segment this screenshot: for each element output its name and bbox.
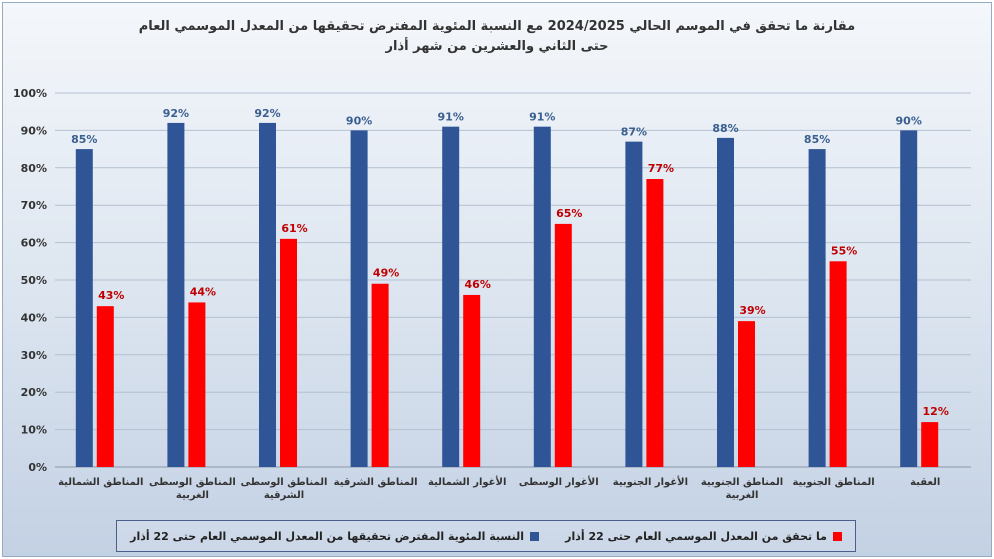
chart-title-line-1: مقارنة ما تحقق في الموسم الحالي 2024/202… [138,19,856,34]
x-category-label: المناطق الشمالية [58,477,143,488]
bar-achieved [371,283,389,467]
bar-achieved [829,261,847,467]
bar-achieved [738,321,755,467]
bar-expected [75,149,93,467]
bar-expected [717,137,734,467]
y-tick-label: 90% [21,124,47,137]
data-label-expected: 90% [896,114,922,127]
data-label-expected: 91% [529,111,555,124]
x-category-label: المناطق الجنوبية [792,477,874,488]
y-tick-label: 80% [21,162,47,175]
data-label-expected: 91% [438,111,464,124]
bar-chart-plot: 0% 10% 20% 30% 40% 50% 60% 70% 80% 90% 100% 85% 43% ا… [13,87,971,501]
y-tick-label: 100% [13,87,47,100]
bar-expected [808,149,826,467]
chart-title: مقارنة ما تحقق في الموسم الحالي 2024/202… [3,17,991,57]
x-category-label: الغربية [176,490,209,501]
bar-expected [625,141,643,467]
data-label-expected: 92% [254,107,280,120]
bar-achieved [646,179,664,467]
bar-achieved [463,294,481,467]
legend-label-achieved: ما تحقق من المعدل الموسمي العام حتى 22 أ… [565,529,827,543]
y-tick-label: 30% [21,349,47,362]
y-tick-label: 50% [21,274,47,287]
bar-achieved [188,302,206,467]
bar-achieved [921,422,939,467]
bar-expected [533,126,551,467]
chart-title-line-2: حتى الثاني والعشرين من شهر أذار [385,39,609,54]
y-tick-label: 70% [21,199,47,212]
data-label-expected: 90% [346,114,372,127]
data-label-achieved: 61% [281,222,307,235]
x-category-label: المناطق الشرقية [334,477,418,488]
data-label-achieved: 46% [465,278,491,291]
bar-expected [442,126,460,467]
data-label-achieved: 65% [556,207,582,220]
legend-swatch-red [832,531,842,541]
y-tick-label: 20% [21,386,47,399]
legend-swatch-blue [530,531,539,541]
legend-item-expected: النسبة المئوية المفترض تحقيقها من المعدل… [130,530,539,543]
x-category-label: العقبة [910,477,940,488]
y-tick-label: 10% [21,424,47,437]
chart-legend: النسبة المئوية المفترض تحقيقها من المعدل… [116,520,856,552]
data-label-expected: 92% [163,107,189,120]
bar-expected [167,122,185,468]
data-label-achieved: 43% [98,289,124,302]
bar-achieved [554,223,572,467]
y-tick-label: 40% [21,311,47,324]
data-label-expected: 85% [804,133,830,146]
x-category-label: المناطق الوسطى [241,477,328,488]
data-label-achieved: 49% [373,267,399,280]
data-label-expected: 87% [621,126,647,139]
bar-expected [350,130,368,467]
bar-expected [259,122,276,468]
legend-item-achieved: ما تحقق من المعدل الموسمي العام حتى 22 أ… [565,530,842,543]
data-label-achieved: 39% [739,304,765,317]
y-tick-label: 60% [21,237,47,250]
x-category-label: الغربية [726,490,759,501]
x-category-label: الأغوار الشمالية [428,475,506,488]
data-label-expected: 88% [712,122,738,135]
data-label-achieved: 12% [923,405,949,418]
data-label-expected: 85% [71,133,97,146]
bar-achieved [280,238,297,467]
x-category-label: المناطق الجنوبية [701,477,783,488]
legend-label-expected: النسبة المئوية المفترض تحقيقها من المعدل… [130,529,524,543]
x-category-label: الشرقية [264,490,304,501]
bar-expected [900,130,918,467]
x-category-label: المناطق الوسطى [149,477,236,488]
data-label-achieved: 55% [831,244,857,257]
data-label-achieved: 77% [648,162,674,175]
x-category-label: الأغوار الجنوبية [613,475,688,488]
x-category-label: الأغوار الوسطى [519,475,599,488]
data-label-achieved: 44% [190,285,216,298]
bar-achieved [96,306,114,467]
y-tick-label: 0% [28,461,47,474]
